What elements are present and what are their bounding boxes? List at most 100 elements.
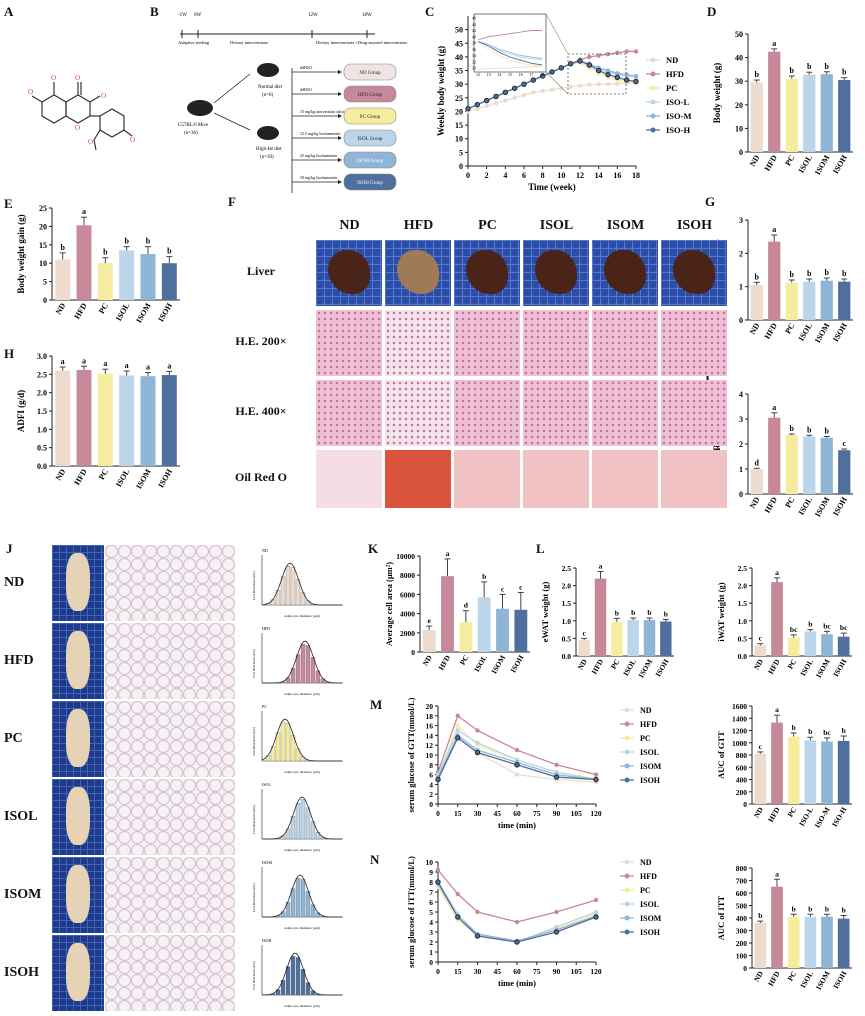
inset-x-tick: 17 [529,72,533,77]
y-tick-label: 1400 [732,714,747,723]
highfat-diet-label: High-fat diet [256,147,282,152]
x-tick-label: HFD [72,467,88,486]
significance-letter: b [790,66,795,75]
inset-x-tick: 12 [476,72,480,77]
y-tick-label: 40 [735,54,743,63]
significance-letter: b [146,237,151,246]
x-tick-label: PC [783,153,796,167]
he-stain-tile [105,779,235,855]
y-axis-label: AUC of ITT [716,895,726,940]
data-point [549,87,555,92]
y-tick-label: 6 [429,771,433,780]
x-tick-label: 0 [466,171,470,180]
he-stain-tile [105,701,235,777]
x-tick-label: ISOH [831,969,848,990]
significance-letter: b [790,424,795,433]
bar [820,74,833,152]
data-point [530,77,537,83]
arrow-head [338,136,342,140]
histogram-bar [290,888,296,918]
oil-red-tile [385,450,451,508]
row-label: H.E. 400× [235,404,287,418]
x-tick-label: ND [752,969,766,983]
panel-letter-k: K [368,541,379,556]
significance-letter: b [792,723,796,732]
histogram-title: ISOL [262,782,271,787]
x-tick-label: ISOH [653,657,670,678]
arrow-head [338,158,342,162]
y-tick-label: 800 [736,864,748,873]
bar [594,578,607,656]
row-label: Oil Red O [234,470,287,484]
bar [787,736,800,804]
x-tick-label: HFD [72,301,88,320]
significance-letter: a [61,357,65,366]
bar [803,74,816,152]
bar [821,916,833,968]
data-point [483,97,490,104]
significance-letter: b [615,608,619,617]
data-point [539,73,546,79]
liver-photo [466,250,508,294]
data-point [586,62,593,68]
y-tick-label: 0 [411,648,415,657]
histology-tile [316,310,382,376]
data-point [549,69,555,75]
arrow-label: ddH2O [300,65,312,70]
arrow-label: 25 mg/kg Isorhamnetin [300,153,337,158]
histology-tile [661,380,727,446]
significance-letter: a [772,39,776,48]
series-line [437,869,597,923]
significance-letter: c [582,628,586,637]
mouse-icon [257,63,279,77]
histology-tile [661,310,727,376]
y-axis-label: AUC of GTT [716,731,726,779]
data-point [514,762,520,768]
series-line [437,881,597,943]
histogram-bar [295,803,301,840]
x-tick-label: ND [748,495,762,510]
bar [76,225,92,300]
bar [771,582,783,656]
y-tick-label: 3 [739,415,743,424]
bar [768,241,781,320]
oil-red-tile [316,450,382,508]
data-point [474,933,481,939]
fat-pad [66,553,90,611]
y-tick-label: 5 [459,148,463,157]
row-label: H.E. 200× [235,334,287,348]
adipose-photo [52,623,104,699]
data-point [623,77,630,83]
histogram-bar [290,955,296,996]
inset-series-line [477,41,543,60]
y-tick-label: 2.5 [37,370,47,379]
x-tick-label: 75 [533,967,541,976]
bar [750,285,763,320]
histogram-bar [300,879,306,918]
histogram-y-label: Cell Distribution(%) [252,960,256,990]
significance-letter: b [792,904,796,913]
bar [459,622,473,652]
series-line [437,881,597,943]
group-box [343,63,397,81]
bar [611,621,623,656]
histogram-bar [285,565,291,606]
timeline-label: 18W [362,13,372,18]
y-axis-label: Body weight (g) [712,63,722,124]
y-tick-label: 3 [739,216,743,225]
x-tick-label: ND [748,321,762,336]
fit-curve [262,874,342,918]
x-tick-label: ISOH [831,495,849,518]
y-tick-label: 15 [39,241,47,250]
y-tick-label: 0.5 [562,634,572,643]
y-tick-label: 5 [429,908,433,917]
row-label: HFD [4,653,34,668]
significance-letter: b [124,237,129,246]
bar [787,916,800,968]
histology-tile [316,380,382,446]
normal-diet-label: Normal diet [258,85,283,90]
y-tick-label: 16 [426,722,434,731]
y-axis-label: serum glucose of ITT(mmol/L) [406,856,416,968]
data-point [514,919,520,925]
inset-connector [545,13,569,55]
